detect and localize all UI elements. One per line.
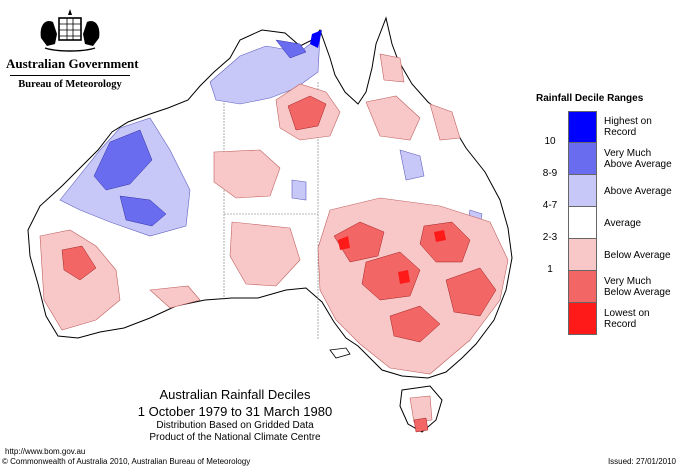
legend-item-highest: Highest on Record [534, 111, 674, 143]
issued-date: Issued: 27/01/2010 [607, 457, 676, 466]
legend-label: Very Much Below Average [604, 276, 671, 298]
legend-label: Average [604, 217, 642, 229]
legend-rows: Highest on Record 10 Very Much Above Ave… [534, 111, 674, 335]
legend-item-below: 2-3 Below Average [534, 232, 674, 271]
decile-highest-on-record-regions [310, 30, 322, 48]
legend-swatch [568, 239, 597, 271]
map-period: 1 October 1979 to 31 March 1980 [137, 404, 333, 419]
legend-label: Highest on Record [604, 116, 652, 138]
legend-item-very-much-above: 10 Very Much Above Average [534, 136, 674, 175]
government-logo: Australian Government Bureau of Meteorol… [6, 8, 139, 90]
legend-swatch [568, 271, 597, 303]
legend-item-average: 4-7 Average [534, 200, 674, 239]
copyright-notice: © Commonwealth of Australia 2010, Austra… [2, 457, 251, 466]
legend-label: Above Average [604, 185, 672, 197]
legend-range: 4-7 [542, 200, 558, 211]
map-product-note: Product of the National Climate Centre [149, 432, 321, 443]
legend-item-above: 8-9 Above Average [534, 168, 674, 207]
legend-swatch [568, 303, 597, 335]
map-distribution-note: Distribution Based on Gridded Data [156, 420, 314, 431]
legend-range: 2-3 [542, 232, 558, 243]
map-caption: Australian Rainfall Deciles 1 October 19… [120, 387, 350, 444]
decile-very-much-above-average-regions [93, 39, 307, 227]
bureau-title: Bureau of Meteorology [18, 79, 122, 90]
legend-range: 1 [547, 264, 553, 275]
legend-item-lowest: Lowest on Record [534, 303, 674, 335]
government-title: Australian Government [6, 56, 139, 71]
decile-legend: Rainfall Decile Ranges Highest on Record… [534, 93, 674, 335]
legend-title: Rainfall Decile Ranges [536, 93, 644, 104]
coat-of-arms-icon [40, 9, 100, 52]
legend-range: 10 [544, 136, 556, 147]
legend-label: Below Average [604, 249, 671, 261]
legend-swatch [568, 175, 597, 207]
legend-label: Lowest on Record [604, 308, 650, 330]
legend-label: Very Much Above Average [604, 148, 672, 170]
decile-very-much-below-average-regions [61, 95, 497, 433]
legend-item-very-much-below: 1 Very Much Below Average [534, 264, 674, 303]
map-title: Australian Rainfall Deciles [159, 387, 311, 402]
legend-swatch [568, 207, 597, 239]
website-link[interactable]: http://www.bom.gov.au [5, 447, 86, 456]
legend-range: 8-9 [542, 168, 558, 179]
logo-divider [10, 75, 130, 76]
legend-swatch [568, 143, 597, 175]
decile-lowest-on-record-regions [338, 230, 446, 284]
legend-swatch [568, 111, 597, 143]
